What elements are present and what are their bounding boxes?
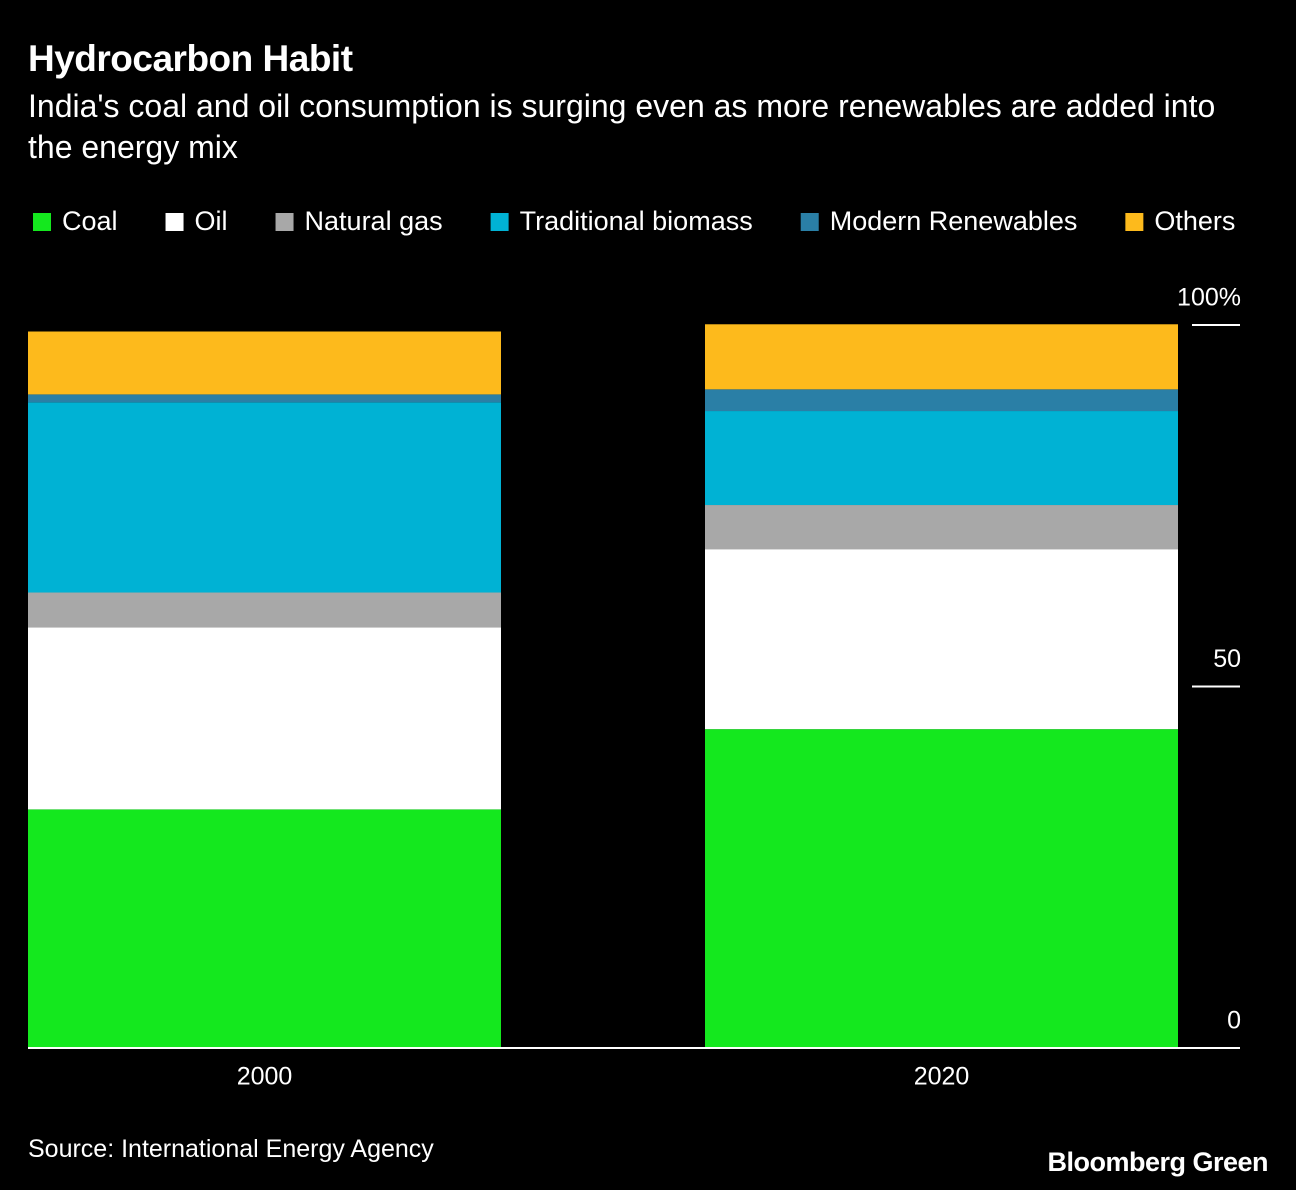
brand: Bloomberg Green: [1047, 1147, 1268, 1177]
legend-label: Modern Renewables: [830, 206, 1078, 236]
bar-segment: [28, 402, 501, 593]
x-tick-label: 2000: [237, 1063, 293, 1091]
bar-segment: [28, 331, 501, 395]
bar-segment: [705, 389, 1178, 412]
source-note: Source: International Energy Agency: [28, 1135, 434, 1163]
chart-title: Hydrocarbon Habit: [28, 38, 353, 79]
legend-swatch: [490, 213, 509, 231]
x-tick-label: 2020: [914, 1063, 970, 1091]
bar-segment: [705, 411, 1178, 506]
bar-segment: [28, 394, 501, 403]
y-tick-label: 100%: [1177, 284, 1241, 312]
bar-segment: [28, 592, 501, 628]
bar-segment: [705, 729, 1178, 1048]
legend-swatch: [275, 213, 294, 231]
bar-segment: [705, 505, 1178, 550]
legend-label: Traditional biomass: [520, 206, 753, 236]
legend-label: Coal: [62, 206, 118, 236]
bar-segment: [705, 549, 1178, 730]
legend-label: Others: [1154, 206, 1235, 236]
legend-swatch: [165, 213, 184, 231]
bar-segment: [705, 324, 1178, 390]
bar-segment: [28, 809, 501, 1048]
legend-swatch: [1125, 213, 1144, 231]
chart: Coal Oil Natural gas Traditional biomass Mod…: [28, 206, 1241, 1091]
legend-label: Natural gas: [305, 206, 443, 236]
bar-segment: [28, 627, 501, 810]
chart-subtitle: India's coal and oil consumption is surg…: [28, 88, 1216, 165]
legend-swatch: [800, 213, 819, 231]
y-tick-label: 0: [1227, 1007, 1241, 1035]
legend-label: Oil: [195, 206, 228, 236]
legend-swatch: [33, 213, 51, 231]
y-tick-label: 50: [1213, 645, 1241, 673]
